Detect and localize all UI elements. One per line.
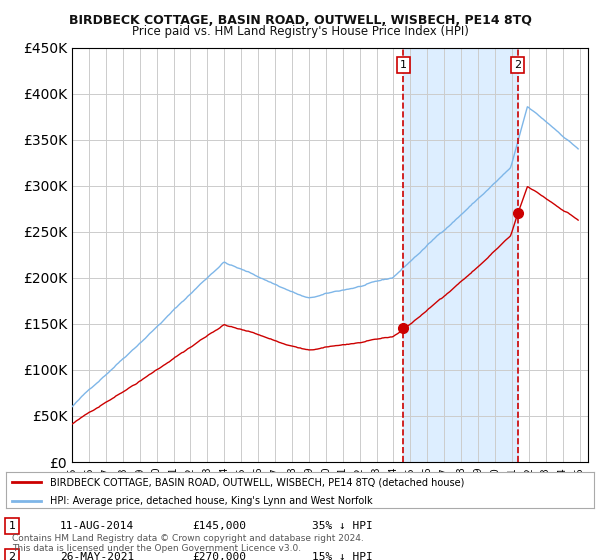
Text: Price paid vs. HM Land Registry's House Price Index (HPI): Price paid vs. HM Land Registry's House …	[131, 25, 469, 38]
Text: 1: 1	[400, 60, 407, 70]
Text: BIRDBECK COTTAGE, BASIN ROAD, OUTWELL, WISBECH, PE14 8TQ: BIRDBECK COTTAGE, BASIN ROAD, OUTWELL, W…	[68, 14, 532, 27]
Text: HPI: Average price, detached house, King's Lynn and West Norfolk: HPI: Average price, detached house, King…	[50, 496, 373, 506]
Text: 11-AUG-2014: 11-AUG-2014	[60, 521, 134, 531]
Text: BIRDBECK COTTAGE, BASIN ROAD, OUTWELL, WISBECH, PE14 8TQ (detached house): BIRDBECK COTTAGE, BASIN ROAD, OUTWELL, W…	[50, 478, 464, 487]
Text: £145,000: £145,000	[192, 521, 246, 531]
Bar	[403, 48, 518, 462]
Text: 2: 2	[514, 60, 521, 70]
Text: 35% ↓ HPI: 35% ↓ HPI	[312, 521, 373, 531]
Text: Contains HM Land Registry data © Crown copyright and database right 2024.
This d: Contains HM Land Registry data © Crown c…	[12, 534, 364, 553]
Text: 1: 1	[8, 521, 16, 531]
Text: £270,000: £270,000	[192, 552, 246, 560]
Text: 15% ↓ HPI: 15% ↓ HPI	[312, 552, 373, 560]
Text: 2: 2	[8, 552, 16, 560]
Text: 26-MAY-2021: 26-MAY-2021	[60, 552, 134, 560]
